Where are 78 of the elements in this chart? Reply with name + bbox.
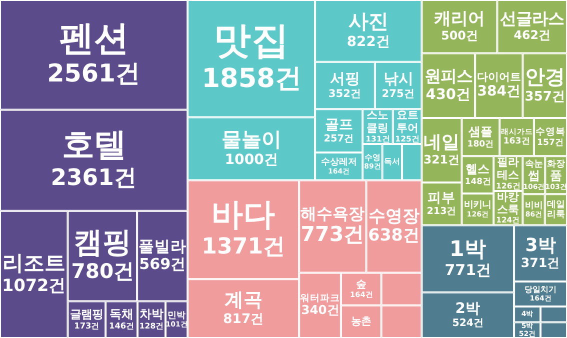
data-label: 500건 <box>441 28 478 42</box>
category-label: 헬스 <box>466 162 490 176</box>
category-label: 2박 <box>455 300 480 318</box>
data-label: 157건 <box>536 138 564 148</box>
category-label: 숲 <box>356 278 366 291</box>
data-label: 569건 <box>139 254 186 273</box>
data-label: 163건 <box>503 136 530 147</box>
category-label: 서핑 <box>330 69 360 88</box>
data-label: 773건 <box>300 222 365 246</box>
category-label: 글램핑 <box>70 308 104 321</box>
data-label: 430건 <box>426 86 472 103</box>
category-label: 다이어트 <box>476 70 521 84</box>
data-label: 462건 <box>514 28 551 42</box>
category-label: 워터파크 <box>300 292 340 304</box>
category-label: 바캉스룩 <box>497 190 520 216</box>
category-label: 스노클링 <box>366 108 389 134</box>
category-label: 민박 <box>168 310 186 321</box>
category-label: 펜션 <box>58 18 129 59</box>
category-label: 당일치기 <box>524 285 557 294</box>
data-label: 275건 <box>382 88 415 100</box>
category-label: 데일리룩 <box>546 200 565 220</box>
data-label: 1371건 <box>202 234 286 260</box>
category-label: 비키니 <box>464 200 492 211</box>
category-label: 낚시 <box>383 69 414 88</box>
data-label: 257건 <box>324 133 354 144</box>
data-label: 352건 <box>328 88 362 100</box>
category-label: 바다 <box>211 197 276 234</box>
category-label: 사진 <box>348 10 388 34</box>
category-label: 수영장 <box>368 206 420 226</box>
category-label: 필라테스 <box>497 156 520 182</box>
data-label: 384건 <box>477 84 521 100</box>
data-label: 148건 <box>464 176 490 186</box>
category-label: 캠핑 <box>73 224 132 259</box>
data-label: 524건 <box>452 318 484 330</box>
category-label: 네일 <box>424 132 460 154</box>
category-label: 1박 <box>449 236 486 262</box>
data-label: 1858건 <box>202 64 301 94</box>
category-label: 독채 <box>110 306 134 321</box>
category-label: 농촌 <box>351 315 372 328</box>
data-label: 638건 <box>368 224 420 245</box>
category-label: 비비 <box>524 201 543 211</box>
category-label: 피부 <box>428 190 456 206</box>
data-label: 2361건 <box>50 164 137 191</box>
data-label: 340건 <box>301 303 339 317</box>
data-label: 371건 <box>520 255 560 270</box>
data-label: 1000건 <box>224 152 278 168</box>
category-label: 요트투어 <box>396 108 418 134</box>
category-label: 3박 <box>525 234 556 256</box>
category-label: 원피스 <box>424 66 472 86</box>
data-label: 321건 <box>424 152 460 167</box>
data-label: 146건 <box>109 320 134 331</box>
data-label: 1072건 <box>2 274 66 295</box>
category-label: 풀빌라 <box>138 237 186 256</box>
data-label: 822건 <box>346 34 390 50</box>
category-label: 물놀이 <box>221 126 282 151</box>
data-label: 771건 <box>444 261 492 280</box>
category-label: 골프 <box>324 116 353 133</box>
category-label: 캐리어 <box>434 9 485 30</box>
category-label: 차박 <box>140 307 164 322</box>
data-label: 213건 <box>426 206 457 218</box>
data-label: 357건 <box>524 90 565 105</box>
category-label: 수상레저 <box>320 158 357 168</box>
category-label: 속눈썹 <box>524 158 543 183</box>
category-label: 선글라스 <box>500 9 564 28</box>
data-label: 180건 <box>467 139 494 150</box>
category-label: 해수욕장 <box>300 204 365 223</box>
category-label: 수영복 <box>535 126 566 138</box>
data-label: 173건 <box>74 320 100 330</box>
category-label: 맛집 <box>213 18 290 62</box>
category-label: 샘플 <box>468 124 493 138</box>
data-label: 780건 <box>71 258 134 283</box>
category-label: 계곡 <box>224 290 262 311</box>
data-label: 2561건 <box>47 58 141 88</box>
category-label: 호텔 <box>62 126 126 164</box>
category-label: 리조트 <box>2 250 66 276</box>
category-label: 화장품 <box>547 159 566 182</box>
category-label: 안경 <box>524 64 565 88</box>
data-label: 817건 <box>223 312 264 327</box>
